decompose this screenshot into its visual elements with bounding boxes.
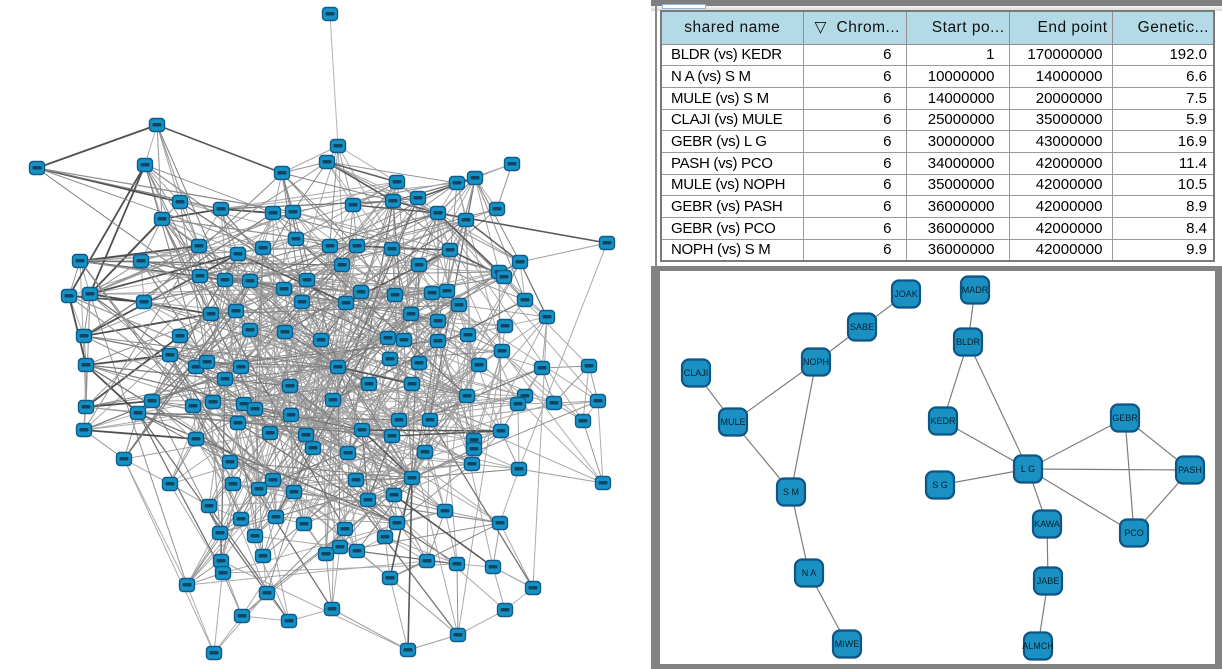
svg-text:KAWA: KAWA — [1034, 519, 1060, 529]
svg-text:PCO: PCO — [1124, 528, 1144, 538]
svg-text:S G: S G — [932, 480, 948, 490]
svg-text:JABE: JABE — [1037, 576, 1060, 586]
svg-text:MADR: MADR — [962, 285, 989, 295]
svg-text:N A: N A — [802, 568, 817, 578]
svg-text:PASH: PASH — [1178, 465, 1202, 475]
svg-text:SABE: SABE — [850, 322, 874, 332]
svg-text:MIWE: MIWE — [835, 639, 860, 649]
svg-text:BLDR: BLDR — [956, 337, 981, 347]
svg-text:JOAK: JOAK — [894, 289, 918, 299]
svg-text:NOPH: NOPH — [803, 357, 829, 367]
svg-text:S M: S M — [783, 487, 799, 497]
svg-text:GEBR: GEBR — [1112, 413, 1138, 423]
svg-text:KEDR: KEDR — [930, 416, 956, 426]
svg-text:MULE: MULE — [720, 417, 745, 427]
svg-text:L G: L G — [1021, 464, 1035, 474]
svg-text:CLAJI: CLAJI — [684, 368, 709, 378]
svg-text:ALMCH: ALMCH — [1022, 641, 1054, 651]
